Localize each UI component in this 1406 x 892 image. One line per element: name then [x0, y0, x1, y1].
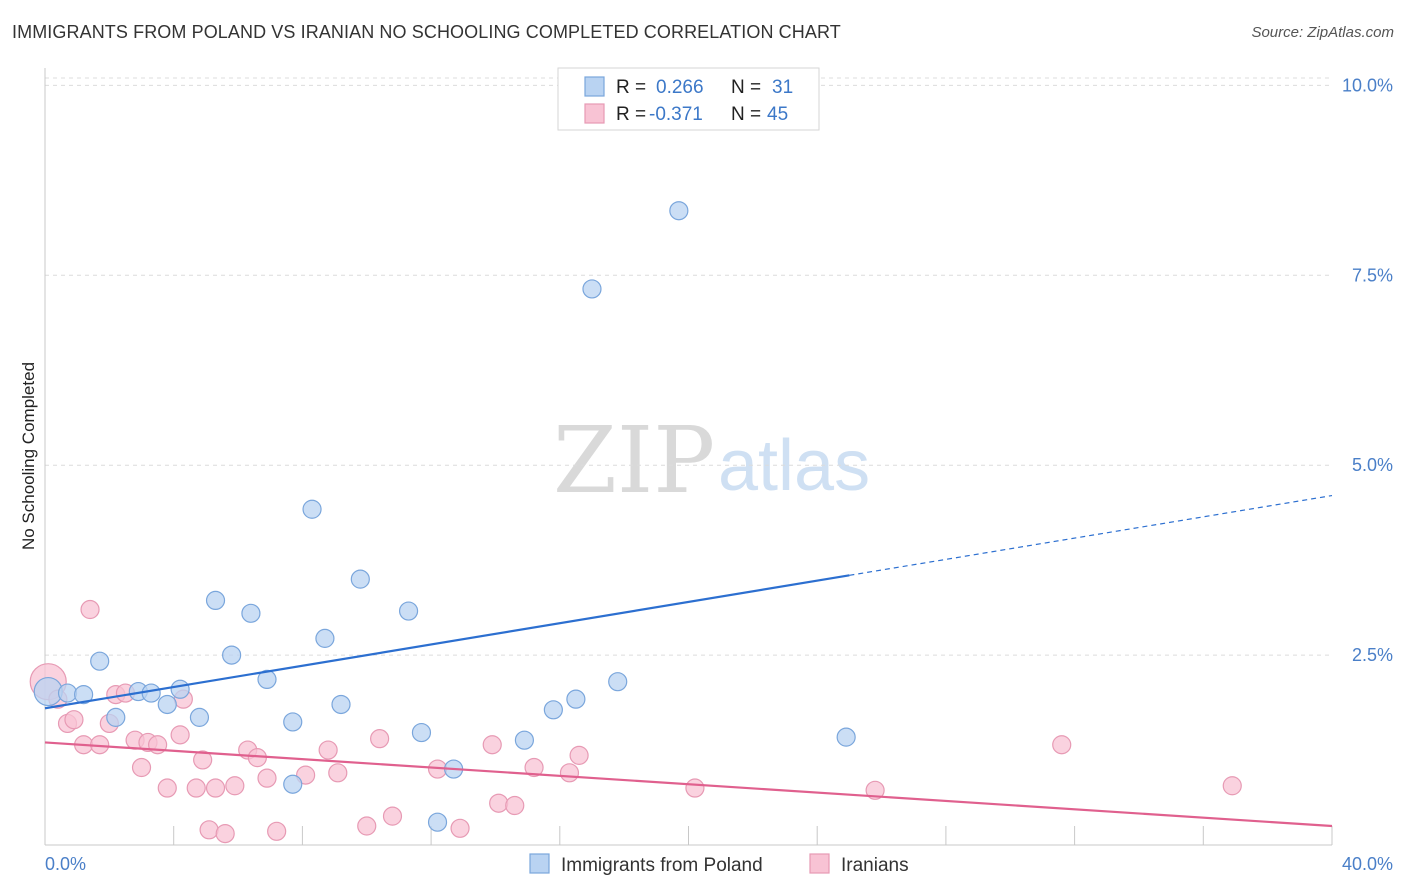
iranians-point-29 [328, 763, 348, 783]
poland-point-9 [189, 707, 210, 727]
poland-point-17 [315, 628, 335, 648]
iranians-point-30 [357, 816, 377, 836]
poland-point-15 [283, 712, 303, 732]
iranians-n-label: N = [731, 104, 761, 125]
iranians-point-17 [186, 778, 206, 798]
iranians-point-22 [225, 776, 245, 796]
poland-point-24 [514, 730, 535, 750]
poland-point-1 [57, 683, 78, 703]
iranians-point-36 [489, 793, 509, 813]
iranians-point-5 [80, 599, 100, 620]
iranians-point-38 [524, 757, 544, 778]
iranians-points [29, 599, 1242, 844]
iranians-legend-swatch [584, 103, 605, 124]
iranians-point-34 [450, 818, 470, 838]
iranians-point-41 [685, 778, 705, 798]
poland-point-22 [427, 812, 448, 832]
iranians-point-42 [865, 780, 885, 800]
x-tick-label-max: 40.0% [1342, 854, 1393, 874]
poland-legend-swatch [584, 76, 605, 97]
x-tick-label-min: 0.0% [45, 854, 86, 874]
poland-point-4 [106, 707, 126, 727]
poland-point-10 [205, 590, 226, 611]
iranians-point-21 [215, 824, 235, 844]
iranians-point-35 [482, 735, 502, 755]
iranians-point-40 [569, 745, 589, 765]
poland-n-label: N = [731, 77, 761, 98]
poland-r-label: R = [616, 77, 646, 98]
poland-point-14 [283, 774, 303, 794]
poland-point-28 [608, 672, 628, 692]
iranians-point-44 [1222, 776, 1242, 796]
watermark-atlas: atlas [718, 426, 870, 506]
y-tick-label-0: 2.5% [1352, 645, 1393, 665]
iranians-point-20 [205, 778, 226, 798]
iranians-point-28 [318, 740, 338, 760]
poland-point-7 [157, 694, 177, 715]
y-tick-label-1: 5.0% [1352, 455, 1393, 475]
poland-point-3 [90, 651, 110, 671]
poland-series-swatch [529, 853, 550, 874]
iranians-point-31 [370, 729, 390, 749]
gridlines [45, 77, 1332, 656]
poland-series-label: Immigrants from Poland [561, 855, 763, 876]
iranians-point-14 [157, 778, 177, 798]
iranians-series-swatch [809, 853, 830, 874]
poland-trend-extension [849, 494, 1333, 576]
iranians-r-value: -0.371 [649, 104, 703, 125]
iranians-point-37 [505, 795, 525, 816]
poland-point-20 [398, 601, 419, 621]
y-tick-label-3: 10.0% [1342, 75, 1393, 95]
poland-trend-line [44, 574, 850, 710]
iranians-trend-line [44, 741, 1333, 828]
poland-point-0 [33, 676, 63, 707]
chart-title: IMMIGRANTS FROM POLAND VS IRANIAN NO SCH… [12, 22, 841, 42]
poland-point-12 [241, 603, 261, 623]
series-legend: Immigrants from Poland Iranians [529, 853, 909, 876]
poland-point-27 [582, 279, 602, 299]
iranians-point-3 [64, 710, 84, 730]
iranians-point-26 [267, 821, 287, 841]
stats-legend: R = 0.266 N = 31 R = -0.371 N = 45 [557, 67, 820, 131]
poland-point-21 [411, 722, 432, 743]
poland-point-30 [836, 727, 856, 747]
iranians-point-25 [257, 768, 277, 788]
poland-points [33, 201, 856, 832]
y-tick-label-2: 7.5% [1352, 265, 1393, 285]
y-axis-label: No Schooling Completed [19, 362, 38, 550]
iranians-point-32 [382, 806, 403, 826]
x-tick-marks [44, 826, 1333, 845]
poland-point-29 [669, 201, 689, 221]
iranians-point-11 [131, 757, 152, 778]
poland-point-18 [331, 694, 351, 715]
poland-r-value: 0.266 [656, 77, 704, 98]
iranians-n-value: 45 [767, 104, 788, 125]
y-tick-labels: 2.5% 5.0% 7.5% 10.0% [1342, 75, 1393, 665]
poland-point-25 [543, 700, 563, 720]
poland-point-19 [350, 569, 370, 589]
iranians-r-label: R = [616, 104, 646, 125]
poland-point-11 [222, 645, 242, 665]
watermark-zip: ZIP [553, 407, 715, 514]
iranians-point-15 [170, 725, 190, 745]
trend-lines [44, 494, 1333, 828]
poland-point-16 [302, 499, 322, 519]
poland-point-2 [74, 684, 94, 705]
poland-point-8 [170, 679, 190, 699]
iranians-point-43 [1052, 735, 1072, 755]
poland-point-13 [257, 669, 277, 690]
iranians-series-label: Iranians [841, 855, 909, 876]
source-label: Source: ZipAtlas.com [1251, 24, 1394, 41]
iranians-point-18 [193, 750, 213, 770]
poland-point-26 [566, 689, 586, 709]
iranians-point-19 [199, 820, 219, 840]
poland-n-value: 31 [772, 77, 793, 98]
poland-point-6 [141, 683, 161, 703]
iranians-point-39 [559, 763, 580, 783]
